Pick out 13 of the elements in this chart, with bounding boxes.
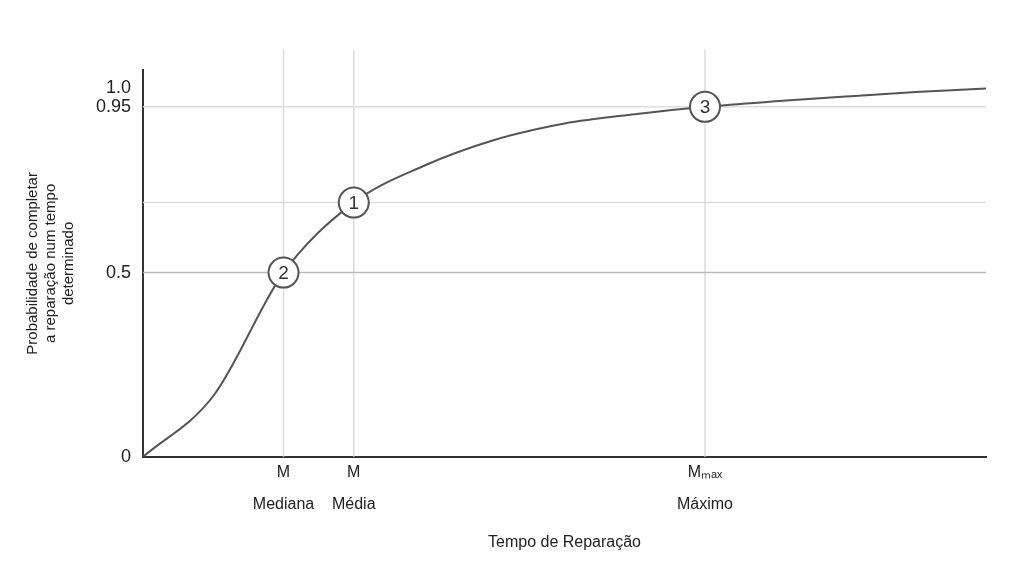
x-axis-title: Tempo de Reparação: [488, 532, 642, 550]
annotation: 3: [699, 96, 711, 118]
y-tick-label: 0: [121, 445, 132, 466]
y-tick-label: 1.0: [106, 77, 132, 98]
annotation: 1: [348, 191, 360, 213]
y-tick-label: 0.95: [95, 95, 132, 116]
x-tick-label: Mₘₐₓ Máximo: [677, 463, 734, 513]
x-tick-label: M Média: [331, 463, 376, 513]
annotation: 2: [278, 261, 289, 283]
point: [337, 186, 370, 219]
y-tick-label: 0.5: [106, 261, 132, 282]
y-axis-title: Probabilidade de completar a reparação num tempo determinado: [23, 172, 77, 355]
x-tick-label: M Mediana: [252, 463, 315, 513]
